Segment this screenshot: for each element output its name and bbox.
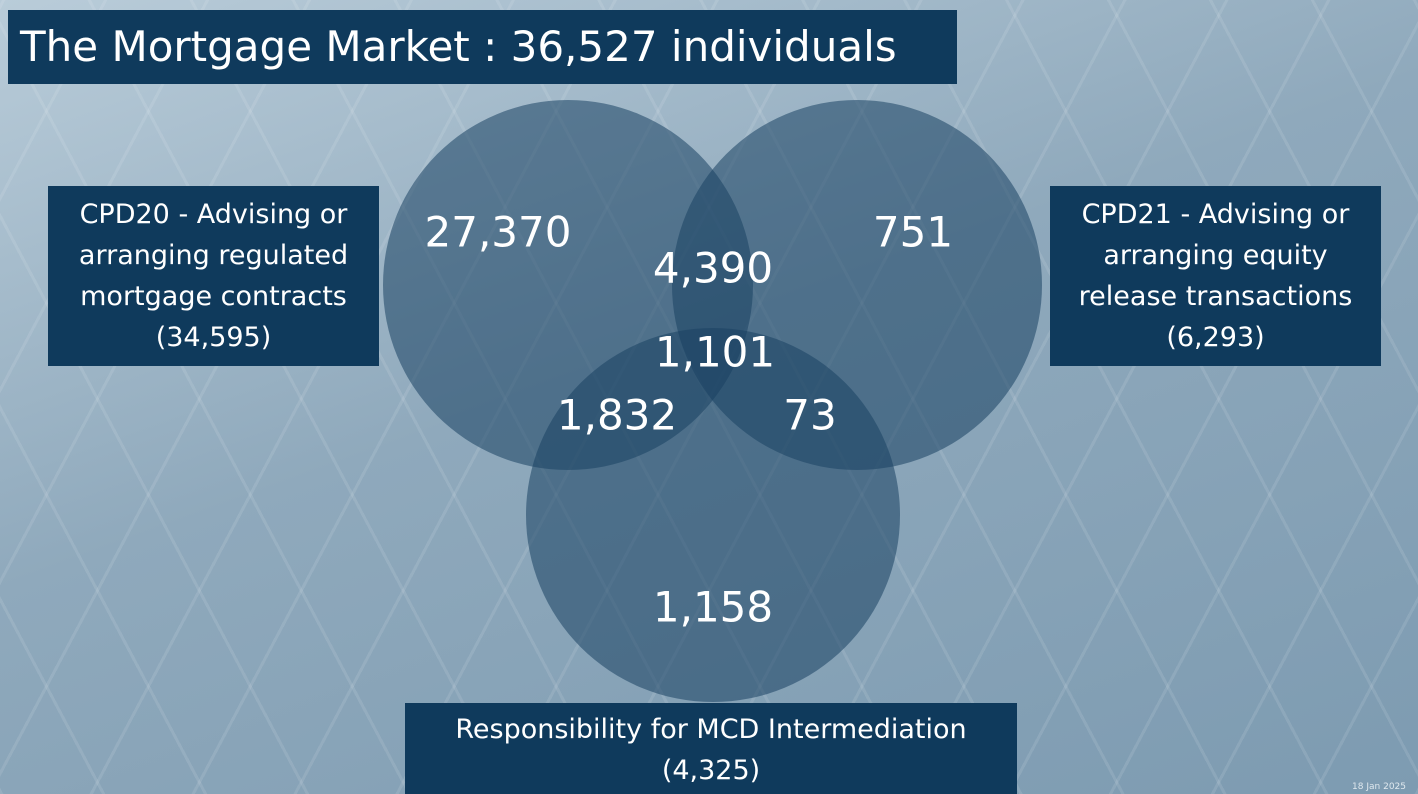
slide: The Mortgage Market : 36,527 individuals… — [0, 0, 1418, 794]
region-count: 73 — [783, 391, 836, 440]
set-count: (4,325) — [405, 750, 1017, 791]
set-box: CPD20 - Advising or arranging regulated … — [48, 186, 379, 366]
set-count: (34,595) — [48, 317, 379, 358]
set-label: Responsibility for MCD Intermediation — [405, 709, 1017, 750]
slide-title: The Mortgage Market : 36,527 individuals — [8, 10, 957, 84]
set-label: mortgage contracts — [48, 276, 379, 317]
venn-circle — [526, 328, 900, 702]
region-count: 1,832 — [557, 391, 677, 440]
set-label: arranging equity — [1050, 235, 1381, 276]
region-count: 1,101 — [655, 328, 775, 377]
set-label: arranging regulated — [48, 235, 379, 276]
set-box: Responsibility for MCD Intermediation (4… — [405, 703, 1017, 794]
region-count: 1,158 — [653, 583, 773, 632]
set-count: (6,293) — [1050, 317, 1381, 358]
set-label: CPD21 - Advising or — [1050, 194, 1381, 235]
set-box: CPD21 - Advising or arranging equity rel… — [1050, 186, 1381, 366]
region-count: 4,390 — [653, 244, 773, 293]
venn — [0, 0, 1418, 794]
date: 18 Jan 2025 — [1352, 782, 1406, 792]
set-label: CPD20 - Advising or — [48, 194, 379, 235]
set-label: release transactions — [1050, 276, 1381, 317]
region-count: 751 — [873, 208, 953, 257]
region-count: 27,370 — [425, 208, 572, 257]
